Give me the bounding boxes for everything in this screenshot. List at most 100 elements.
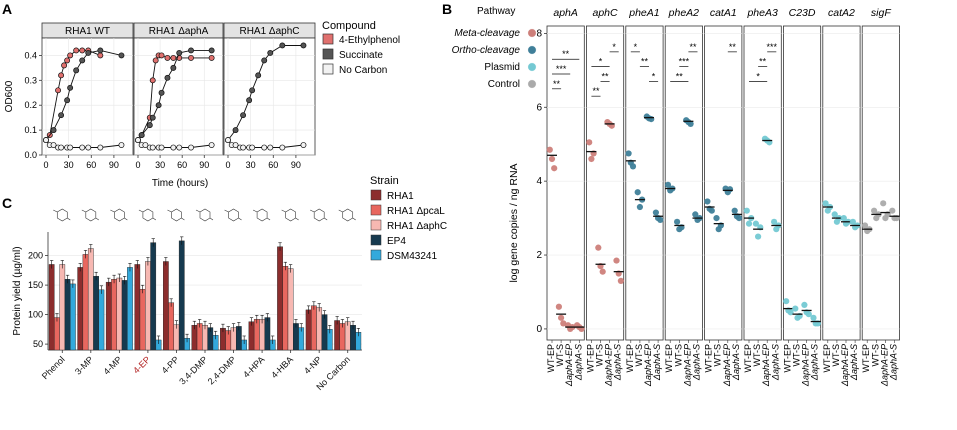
x-tick-label: WT-EP xyxy=(822,344,832,373)
bar xyxy=(277,246,283,351)
x-tick-label: ΔaphA-EP xyxy=(643,344,653,387)
y-tick-label: 2 xyxy=(536,250,542,261)
structure-icon xyxy=(338,208,356,222)
y-axis-label: log gene copies / ng RNA xyxy=(508,163,520,282)
sig-label: *** xyxy=(766,42,777,52)
legend-swatch xyxy=(322,63,334,75)
data-point xyxy=(118,142,125,148)
x-tick-label: ΔaphA-EP xyxy=(801,344,811,387)
legend-label: 4-Ethylphenol xyxy=(339,35,400,46)
data-point xyxy=(255,72,262,79)
legend-label: DSM43241 xyxy=(387,251,437,262)
plot-area xyxy=(664,25,703,341)
data-point xyxy=(792,305,799,312)
data-point xyxy=(50,127,57,134)
data-point xyxy=(164,74,171,81)
data-point xyxy=(267,144,274,151)
bar xyxy=(334,320,340,351)
data-point xyxy=(636,203,644,211)
data-point xyxy=(240,144,247,151)
structure-icon xyxy=(195,208,214,222)
data-point xyxy=(801,301,808,309)
sig-label: * xyxy=(756,71,760,81)
data-point xyxy=(152,57,159,64)
x-tick-label: ΔaphA-S xyxy=(810,344,820,381)
data-point xyxy=(267,49,274,56)
sig-label: * xyxy=(599,57,603,67)
data-point xyxy=(118,52,125,59)
plot-area xyxy=(223,37,316,156)
data-point xyxy=(704,198,711,205)
data-point xyxy=(64,57,71,64)
bar xyxy=(163,261,169,351)
facet-label: catA2 xyxy=(828,7,855,19)
data-point xyxy=(61,62,68,69)
data-point xyxy=(708,207,715,214)
x-tick-label: 60 xyxy=(86,160,96,170)
data-point xyxy=(188,144,194,151)
series-line xyxy=(45,49,122,141)
data-point xyxy=(58,112,65,119)
data-point xyxy=(246,97,253,104)
panel-a: A RHA1 WT 0 30 60 90 RHA1 ΔaphA 0 30 60 90 RHA1 Δap… xyxy=(2,1,400,189)
data-point xyxy=(97,47,104,54)
legend-swatch xyxy=(370,234,382,246)
facet-label: RHA1 ΔaphA xyxy=(149,26,209,37)
plot-area xyxy=(822,25,861,341)
x-tick-label: WT-S xyxy=(831,344,841,367)
data-point xyxy=(279,144,286,151)
data-point xyxy=(664,181,672,188)
data-point xyxy=(188,54,194,61)
data-point xyxy=(261,57,268,64)
data-point xyxy=(85,49,92,56)
data-point xyxy=(67,144,74,151)
bar xyxy=(282,266,289,351)
data-point xyxy=(43,137,49,144)
facet-label: aphC xyxy=(592,7,618,19)
x-tick-label: Phenol xyxy=(40,354,67,381)
data-point xyxy=(232,142,239,148)
structure-icon xyxy=(53,208,71,222)
data-point xyxy=(652,209,660,216)
legend-label: RHA1 xyxy=(387,191,414,202)
panel-label-b: B xyxy=(442,1,452,17)
data-point xyxy=(249,144,256,151)
legend-marker xyxy=(527,79,537,89)
data-point xyxy=(158,52,165,59)
data-point xyxy=(279,42,286,49)
bar xyxy=(139,289,146,351)
y-tick-label: 150 xyxy=(28,280,43,290)
bar xyxy=(305,309,312,351)
data-point xyxy=(300,42,307,49)
x-tick-label: WT-S xyxy=(595,344,605,367)
x-tick-label: 4-HBA xyxy=(269,354,295,380)
structure-icon xyxy=(138,208,157,222)
structure-icon xyxy=(224,208,242,222)
data-point xyxy=(871,207,878,214)
data-point xyxy=(586,139,593,146)
legend-marker xyxy=(527,62,537,72)
data-point xyxy=(810,314,817,321)
data-point xyxy=(648,115,655,123)
bar xyxy=(321,314,328,351)
x-tick-label: WT-EP xyxy=(704,344,714,373)
data-point xyxy=(687,120,694,127)
data-point xyxy=(831,211,838,218)
legend-label: Ortho-cleavage xyxy=(452,45,521,56)
legend-title: Compound xyxy=(322,20,376,32)
data-point xyxy=(783,298,790,305)
plot-area xyxy=(586,25,625,341)
data-point xyxy=(164,54,171,61)
x-tick-label: ΔaphA-EP xyxy=(761,344,771,387)
legend-swatch xyxy=(322,33,334,45)
legend-marker xyxy=(527,28,537,38)
data-point xyxy=(170,64,177,71)
data-point xyxy=(861,222,869,229)
x-tick-label: ΔaphA-EP xyxy=(604,344,614,387)
data-point xyxy=(67,52,74,59)
x-tick-label: ΔaphA-EP xyxy=(682,344,692,387)
y-tick-label: 0.3 xyxy=(24,75,37,85)
y-tick-label: 0.4 xyxy=(24,50,37,60)
bar xyxy=(134,264,141,351)
sig-label: ** xyxy=(562,49,570,59)
